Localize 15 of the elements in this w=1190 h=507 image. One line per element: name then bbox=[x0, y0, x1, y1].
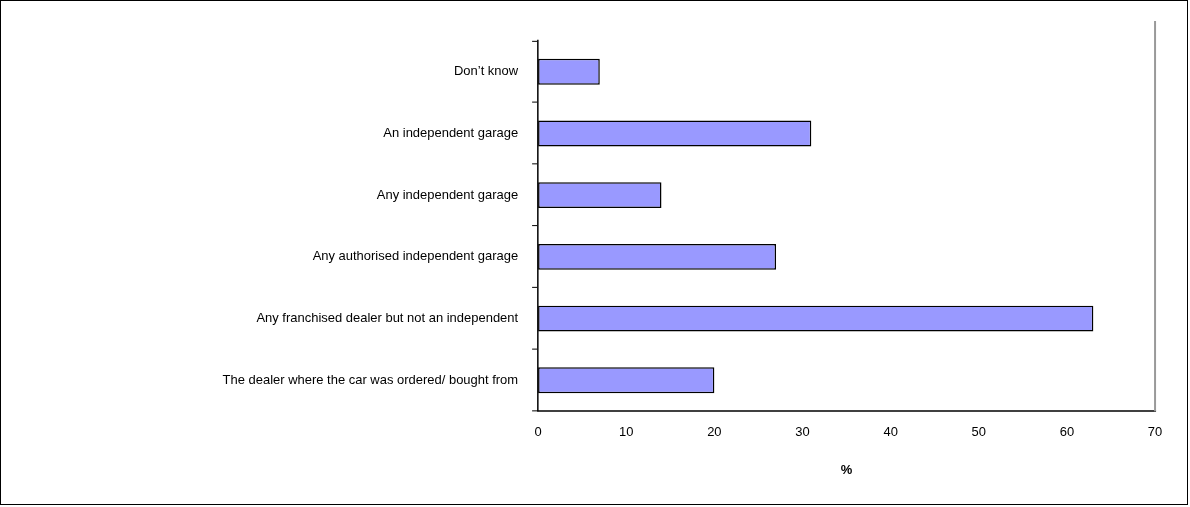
x-axis-title: % bbox=[840, 461, 853, 477]
y-tick-label: Any independent garage bbox=[376, 186, 519, 202]
y-tick-label: Don’t know bbox=[453, 63, 519, 79]
x-tick-label: 50 bbox=[971, 424, 986, 440]
x-tick-label: 10 bbox=[619, 424, 634, 440]
x-tick-label: 20 bbox=[707, 424, 722, 440]
y-tick-label: An independent garage bbox=[383, 125, 519, 140]
y-tick-label: The dealer where the car was ordered/ bought from bbox=[222, 371, 519, 387]
x-tick-label: 30 bbox=[795, 424, 810, 440]
x-tick-label: 0 bbox=[534, 424, 542, 440]
x-tick-label: 60 bbox=[1059, 424, 1075, 440]
y-tick-label: Any franchised dealer but not an independent bbox=[256, 310, 519, 326]
x-tick-label: 40 bbox=[883, 424, 898, 440]
y-tick-label: Any authorised independent garage bbox=[312, 248, 519, 264]
x-tick-label: 70 bbox=[1147, 424, 1163, 440]
